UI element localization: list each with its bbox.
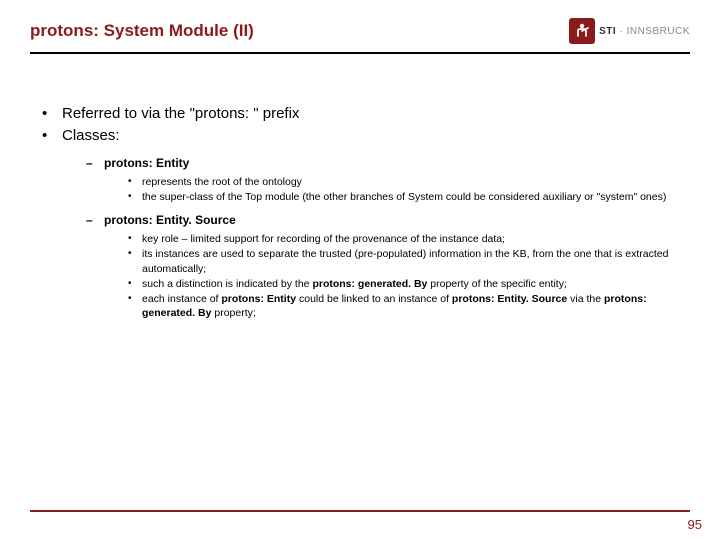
- brand-logo: STI · INNSBRUCK: [569, 18, 690, 44]
- bullet-level2: protons: Entity represents the root of t…: [86, 155, 690, 205]
- text-run: via the: [567, 293, 604, 305]
- page-number: 95: [688, 517, 702, 532]
- bullet-text: protons: Entity. Source: [104, 213, 236, 227]
- slide-title: protons: System Module (II): [30, 21, 254, 41]
- text-run: could be linked to an instance of: [296, 293, 452, 305]
- bullet-text: protons: Entity: [104, 156, 189, 170]
- logo-text: STI · INNSBRUCK: [599, 26, 690, 37]
- text-run: such a distinction is indicated by the: [142, 278, 312, 290]
- text-run: property;: [211, 307, 255, 319]
- text-run-bold: protons: Entity. Source: [452, 293, 567, 305]
- bullet-level1: Classes: protons: Entity represents the …: [40, 126, 690, 320]
- bullet-level3: its instances are used to separate the t…: [126, 247, 690, 275]
- bullet-level3: the super-class of the Top module (the o…: [126, 190, 690, 204]
- bullet-text: Classes:: [62, 127, 120, 144]
- bullet-level3: key role – limited support for recording…: [126, 232, 690, 246]
- logo-brand-light: · INNSBRUCK: [616, 26, 690, 37]
- text-run: each instance of: [142, 293, 221, 305]
- slide-body: Referred to via the "protons: " prefix C…: [0, 54, 720, 320]
- text-run-bold: protons: generated. By: [312, 278, 427, 290]
- footer-rule: [30, 510, 690, 512]
- text-run-bold: protons: Entity: [221, 293, 296, 305]
- bullet-level1: Referred to via the "protons: " prefix: [40, 104, 690, 124]
- text-run: property of the specific entity;: [427, 278, 566, 290]
- logo-icon: [569, 18, 595, 44]
- bullet-level3: such a distinction is indicated by the p…: [126, 277, 690, 291]
- bullet-level3: represents the root of the ontology: [126, 175, 690, 189]
- logo-brand-bold: STI: [599, 26, 616, 37]
- bullet-level3: each instance of protons: Entity could b…: [126, 292, 690, 320]
- bullet-level2: protons: Entity. Source key role – limit…: [86, 212, 690, 320]
